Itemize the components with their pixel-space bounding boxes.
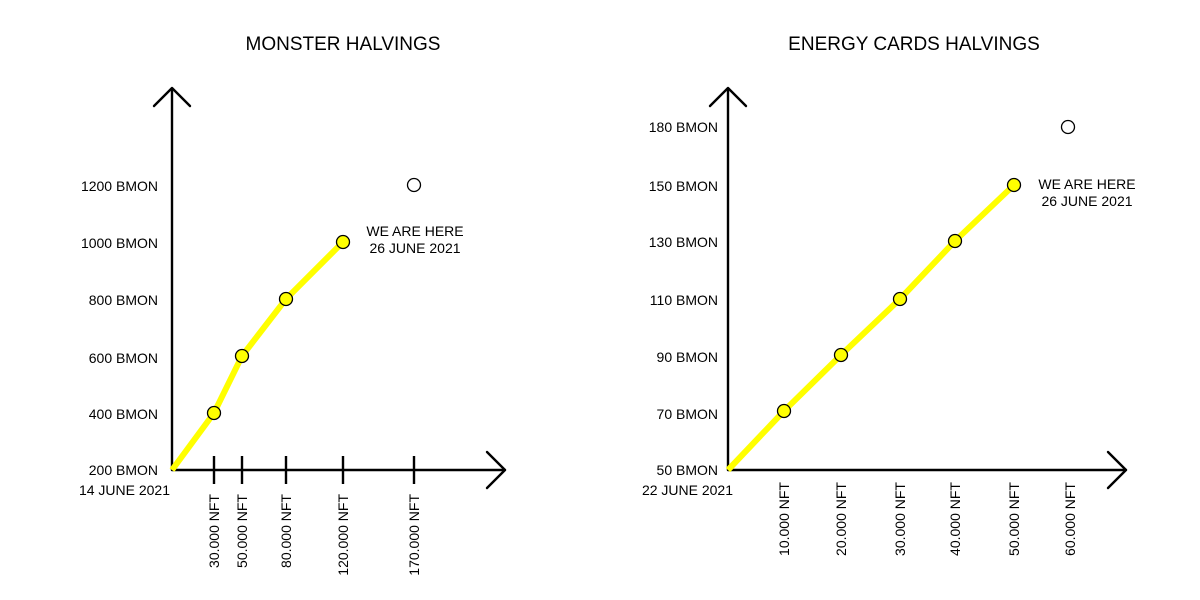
axes: [152, 86, 507, 490]
series-line: [169, 239, 346, 472]
origin-date-label: 22 JUNE 2021: [642, 482, 733, 498]
x-tick-labels: 10.000 NFT 20.000 NFT 30.000 NFT 40.000 …: [776, 482, 1078, 556]
x-axis-arrowhead: [485, 450, 507, 490]
annotation-line-2: 26 JUNE 2021: [369, 240, 460, 256]
data-point: [234, 348, 250, 364]
x-tick-label: 170.000 NFT: [406, 494, 422, 576]
chart-title: ENERGY CARDS HALVINGS: [788, 34, 1040, 55]
y-tick-labels: 50 BMON 70 BMON 90 BMON 110 BMON 130 BMO…: [649, 119, 718, 478]
y-tick-labels: 200 BMON 400 BMON 600 BMON 800 BMON 1000…: [81, 178, 158, 478]
data-point: [776, 403, 792, 419]
x-tick-label: 40.000 NFT: [947, 482, 963, 556]
monster-halvings-chart: MONSTER HALVINGS 200 BMON 400 BMON 600 B…: [79, 34, 507, 576]
next-halving-point: [406, 177, 422, 193]
data-point: [833, 347, 849, 363]
x-tick-label: 50.000 NFT: [234, 494, 250, 568]
data-point: [335, 234, 351, 250]
annotation-line-2: 26 JUNE 2021: [1041, 193, 1132, 209]
y-tick-label: 50 BMON: [657, 462, 718, 478]
next-halving-point: [1060, 119, 1076, 135]
x-tick-label: 60.000 NFT: [1062, 482, 1078, 556]
x-axis-arrowhead: [1106, 450, 1128, 490]
y-tick-label: 180 BMON: [649, 119, 718, 135]
origin-date-label: 14 JUNE 2021: [79, 482, 170, 498]
y-tick-label: 150 BMON: [649, 178, 718, 194]
y-tick-label: 1200 BMON: [81, 178, 158, 194]
y-tick-label: 200 BMON: [89, 462, 158, 478]
x-tick-label: 20.000 NFT: [833, 482, 849, 556]
data-point: [278, 291, 294, 307]
data-point: [947, 233, 963, 249]
series-line: [725, 182, 1017, 473]
chart-title: MONSTER HALVINGS: [246, 34, 441, 55]
y-tick-label: 70 BMON: [657, 406, 718, 422]
y-tick-label: 90 BMON: [657, 349, 718, 365]
y-axis-arrowhead: [708, 86, 748, 108]
x-tick-label: 10.000 NFT: [776, 482, 792, 556]
x-tick-label: 30.000 NFT: [892, 482, 908, 556]
x-tick-label: 80.000 NFT: [278, 494, 294, 568]
x-tick-label: 120.000 NFT: [335, 494, 351, 576]
x-tick-label: 30.000 NFT: [206, 494, 222, 568]
x-tick-labels: 30.000 NFT 50.000 NFT 80.000 NFT 120.000…: [206, 494, 422, 576]
energy-cards-halvings-chart: ENERGY CARDS HALVINGS 50 BMON 70 BMON 90…: [642, 34, 1136, 556]
y-tick-label: 1000 BMON: [81, 235, 158, 251]
axes: [708, 86, 1128, 490]
y-tick-label: 110 BMON: [650, 292, 718, 308]
y-tick-label: 400 BMON: [89, 406, 158, 422]
x-tick-label: 50.000 NFT: [1006, 482, 1022, 556]
plot-marks: [169, 177, 422, 472]
data-point: [892, 291, 908, 307]
y-tick-label: 800 BMON: [89, 292, 158, 308]
y-tick-label: 600 BMON: [89, 350, 158, 366]
y-axis-arrowhead: [152, 86, 192, 108]
data-point: [206, 405, 222, 421]
annotation-line-1: WE ARE HERE: [366, 223, 463, 239]
plot-marks: [725, 119, 1076, 473]
y-tick-label: 130 BMON: [649, 234, 718, 250]
x-tick-marks: [212, 456, 416, 484]
annotation-line-1: WE ARE HERE: [1038, 176, 1135, 192]
data-point: [1006, 177, 1022, 193]
